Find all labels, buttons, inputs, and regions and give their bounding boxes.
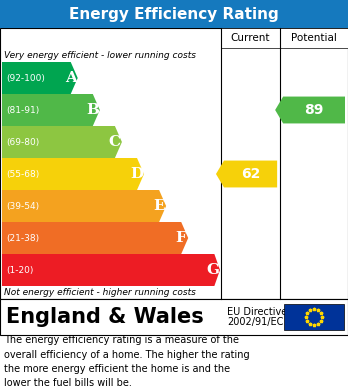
Polygon shape [2, 190, 166, 222]
Text: (92-100): (92-100) [6, 74, 45, 83]
Bar [0, 0, 348, 28]
Text: 2002/91/EC: 2002/91/EC [227, 317, 283, 327]
Text: (69-80): (69-80) [6, 138, 39, 147]
Bar [0, 28, 348, 299]
Polygon shape [2, 222, 188, 254]
Polygon shape [2, 62, 78, 94]
Text: C: C [109, 135, 121, 149]
Text: 62: 62 [241, 167, 260, 181]
Text: Very energy efficient - lower running costs: Very energy efficient - lower running co… [4, 50, 196, 59]
Text: A: A [65, 71, 77, 85]
Text: The energy efficiency rating is a measure of the
overall efficiency of a home. T: The energy efficiency rating is a measur… [4, 335, 250, 389]
Text: Energy Efficiency Rating: Energy Efficiency Rating [69, 7, 279, 22]
Text: 89: 89 [304, 103, 324, 117]
Text: (1-20): (1-20) [6, 265, 33, 274]
Bar [221, 28, 348, 48]
Text: E: E [153, 199, 165, 213]
Text: England & Wales: England & Wales [6, 307, 204, 327]
Polygon shape [2, 254, 220, 286]
Text: B: B [86, 103, 99, 117]
Text: D: D [130, 167, 144, 181]
Text: Current: Current [231, 33, 270, 43]
Text: (81-91): (81-91) [6, 106, 39, 115]
Text: Potential: Potential [291, 33, 337, 43]
Polygon shape [2, 126, 122, 158]
Text: Not energy efficient - higher running costs: Not energy efficient - higher running co… [4, 288, 196, 297]
Text: (21-38): (21-38) [6, 233, 39, 242]
Text: (55-68): (55-68) [6, 170, 39, 179]
Bar [0, 299, 348, 335]
Text: (39-54): (39-54) [6, 201, 39, 210]
Polygon shape [2, 158, 144, 190]
Polygon shape [216, 161, 277, 187]
Text: EU Directive: EU Directive [227, 307, 287, 317]
Text: G: G [206, 263, 220, 277]
Text: F: F [176, 231, 187, 245]
Bar [284, 304, 344, 330]
Polygon shape [2, 94, 100, 126]
Polygon shape [275, 97, 345, 124]
